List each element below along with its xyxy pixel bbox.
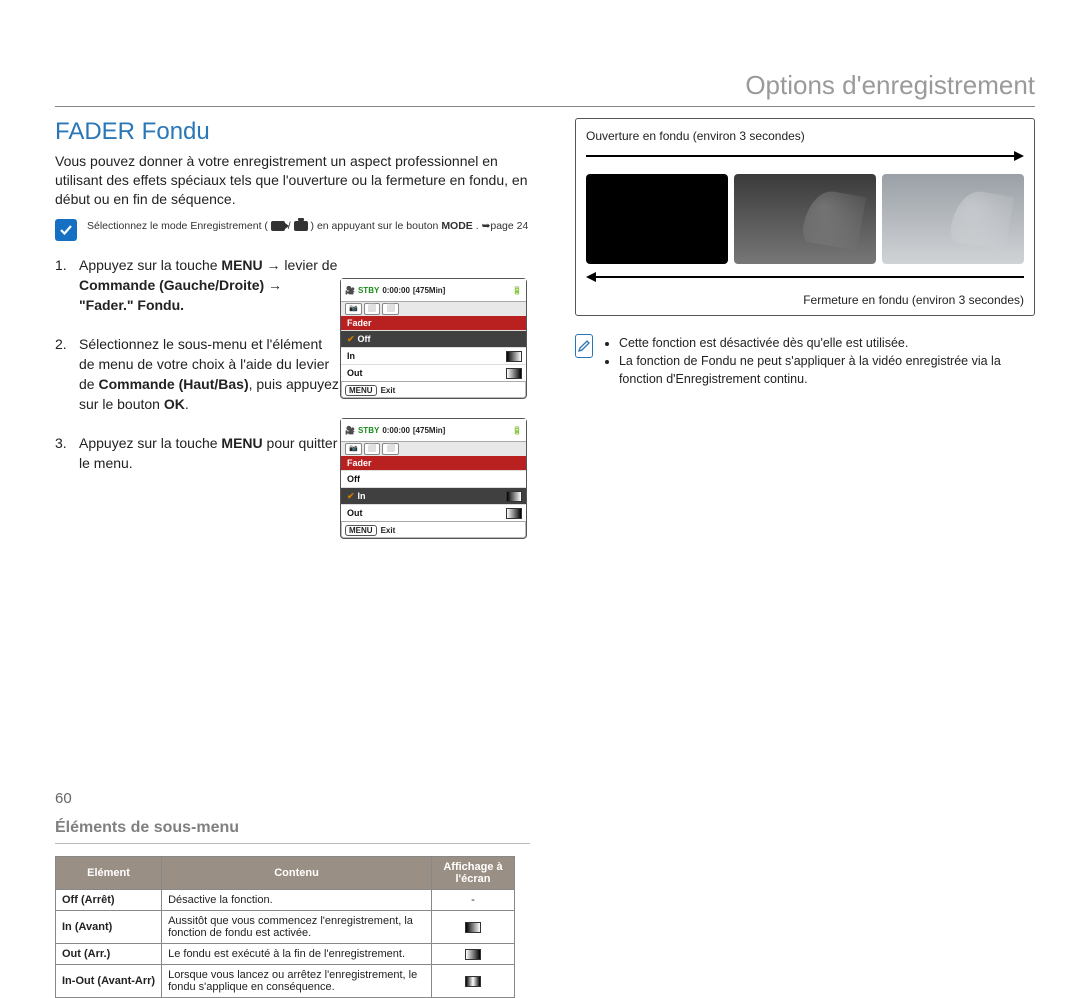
mode-note: Sélectionnez le mode Enregistrement ( / …: [55, 219, 530, 241]
fade-in-icon: [465, 922, 481, 933]
lcd-exit-label: Exit: [381, 526, 396, 535]
th-content: Contenu: [162, 857, 432, 890]
lcd-topbar: 🎥STBY 0:00:00 [475Min] 🔋: [341, 279, 526, 302]
lcd-topbar: 🎥STBY 0:00:00 [475Min] 🔋: [341, 419, 526, 442]
check-icon: [55, 219, 77, 241]
lcd-screenshot-1: 🎥STBY 0:00:00 [475Min] 🔋 📷⬜⬜ Fader ✔Off …: [340, 278, 527, 399]
lcd-rows: ✔Off In Out: [341, 330, 526, 381]
lcd-tabs: 📷⬜⬜: [341, 302, 526, 316]
page-number: 60: [55, 790, 72, 807]
fade-inout-icon: [465, 976, 481, 987]
th-element: Elément: [56, 857, 162, 890]
cell-display: [432, 944, 515, 965]
video-mode-icon: [271, 221, 285, 231]
arrow-right-icon: [586, 149, 1024, 163]
step-body: Appuyez sur la touche MENU → levier de C…: [79, 255, 339, 316]
arrow-left-icon: [586, 270, 1024, 284]
right-note-2: La fonction de Fondu ne peut s'appliquer…: [619, 352, 1035, 388]
table-row: Off (Arrêt) Désactive la fonction. -: [56, 890, 515, 911]
step-body: Appuyez sur la touche MENU pour quitter …: [79, 433, 339, 474]
mode-note-bold: MODE: [441, 220, 473, 232]
fade-out-icon: [465, 949, 481, 960]
lcd-menu-pill: MENU: [345, 385, 377, 396]
manual-page: Options d'enregistrement FADER Fondu Vou…: [0, 0, 1080, 827]
lcd-row-out: Out: [341, 504, 526, 521]
step-number: 3.: [55, 433, 71, 474]
table-row: Out (Arr.) Le fondu est exécuté à la fin…: [56, 944, 515, 965]
cell-display: [432, 911, 515, 944]
thumb-mid: [734, 174, 876, 264]
cell-display: -: [432, 890, 515, 911]
header-rule: [55, 106, 1035, 107]
mode-note-text: Sélectionnez le mode Enregistrement ( / …: [87, 219, 528, 233]
cell-label: Off (Arrêt): [56, 890, 162, 911]
thumb-full: [882, 174, 1024, 264]
lcd-menu-pill: MENU: [345, 525, 377, 536]
lcd-remain: [475Min]: [413, 426, 445, 435]
fade-thumbnails: [586, 174, 1024, 264]
submenu-heading: Éléments de sous-menu: [55, 819, 530, 837]
lcd-time: 0:00:00: [382, 286, 410, 295]
right-note-1: Cette fonction est désactivée dès qu'ell…: [619, 334, 1035, 352]
figure-caption-bottom: Fermeture en fondu (environ 3 secondes): [586, 293, 1024, 307]
pencil-icon: [575, 334, 593, 358]
lcd-remain: [475Min]: [413, 286, 445, 295]
photo-mode-icon: [294, 221, 308, 231]
left-column: FADER Fondu Vous pouvez donner à votre e…: [55, 118, 530, 998]
lcd-row-off: ✔Off: [341, 330, 526, 347]
thumb-black: [586, 174, 728, 264]
cell-label: In (Avant): [56, 911, 162, 944]
submenu-rule: [55, 843, 530, 844]
lcd-exit-label: Exit: [381, 386, 396, 395]
mode-note-prefix: Sélectionnez le mode Enregistrement (: [87, 220, 268, 232]
lcd-stby: STBY: [358, 426, 379, 435]
lcd-row-off: Off: [341, 470, 526, 487]
mode-note-ref: . ➥page 24: [476, 220, 529, 232]
table-row: In (Avant) Aussitôt que vous commencez l…: [56, 911, 515, 944]
lcd-footer: MENU Exit: [341, 381, 526, 398]
lcd-row-in: ✔In: [341, 487, 526, 504]
content-area: Options d'enregistrement FADER Fondu Vou…: [55, 70, 1035, 807]
lcd-menu-title: Fader: [341, 456, 526, 470]
cell-content: Le fondu est exécuté à la fin de l'enreg…: [162, 944, 432, 965]
lcd-rows: Off ✔In Out: [341, 470, 526, 521]
step-body: Sélectionnez le sous-menu et l'élément d…: [79, 334, 339, 415]
fade-figure: Ouverture en fondu (environ 3 secondes) …: [575, 118, 1035, 316]
cell-content: Désactive la fonction.: [162, 890, 432, 911]
right-column: Ouverture en fondu (environ 3 secondes) …: [575, 118, 1035, 388]
intro-paragraph: Vous pouvez donner à votre enregistremen…: [55, 152, 530, 209]
lcd-footer: MENU Exit: [341, 521, 526, 538]
right-notes-list: Cette fonction est désactivée dès qu'ell…: [603, 334, 1035, 388]
lcd-screenshot-2: 🎥STBY 0:00:00 [475Min] 🔋 📷⬜⬜ Fader Off ✔…: [340, 418, 527, 539]
lcd-row-out: Out: [341, 364, 526, 381]
cell-label: In-Out (Avant-Arr): [56, 965, 162, 998]
cell-display: [432, 965, 515, 998]
section-title: FADER Fondu: [55, 118, 530, 146]
th-display: Affichage à l'écran: [432, 857, 515, 890]
table-row: In-Out (Avant-Arr) Lorsque vous lancez o…: [56, 965, 515, 998]
table-body: Off (Arrêt) Désactive la fonction. - In …: [56, 890, 515, 998]
right-notes: Cette fonction est désactivée dès qu'ell…: [575, 334, 1035, 388]
mode-note-suffix: ) en appuyant sur le bouton: [311, 220, 442, 232]
cell-content: Lorsque vous lancez ou arrêtez l'enregis…: [162, 965, 432, 998]
table-head: Elément Contenu Affichage à l'écran: [56, 857, 515, 890]
step-number: 1.: [55, 255, 71, 316]
lcd-menu-title: Fader: [341, 316, 526, 330]
figure-caption-top: Ouverture en fondu (environ 3 secondes): [586, 129, 1024, 143]
cell-content: Aussitôt que vous commencez l'enregistre…: [162, 911, 432, 944]
lcd-stby: STBY: [358, 286, 379, 295]
chapter-title: Options d'enregistrement: [745, 70, 1035, 101]
step-number: 2.: [55, 334, 71, 415]
lcd-tabs: 📷⬜⬜: [341, 442, 526, 456]
lcd-time: 0:00:00: [382, 426, 410, 435]
cell-label: Out (Arr.): [56, 944, 162, 965]
submenu-table: Elément Contenu Affichage à l'écran Off …: [55, 856, 515, 998]
lcd-row-in: In: [341, 347, 526, 364]
